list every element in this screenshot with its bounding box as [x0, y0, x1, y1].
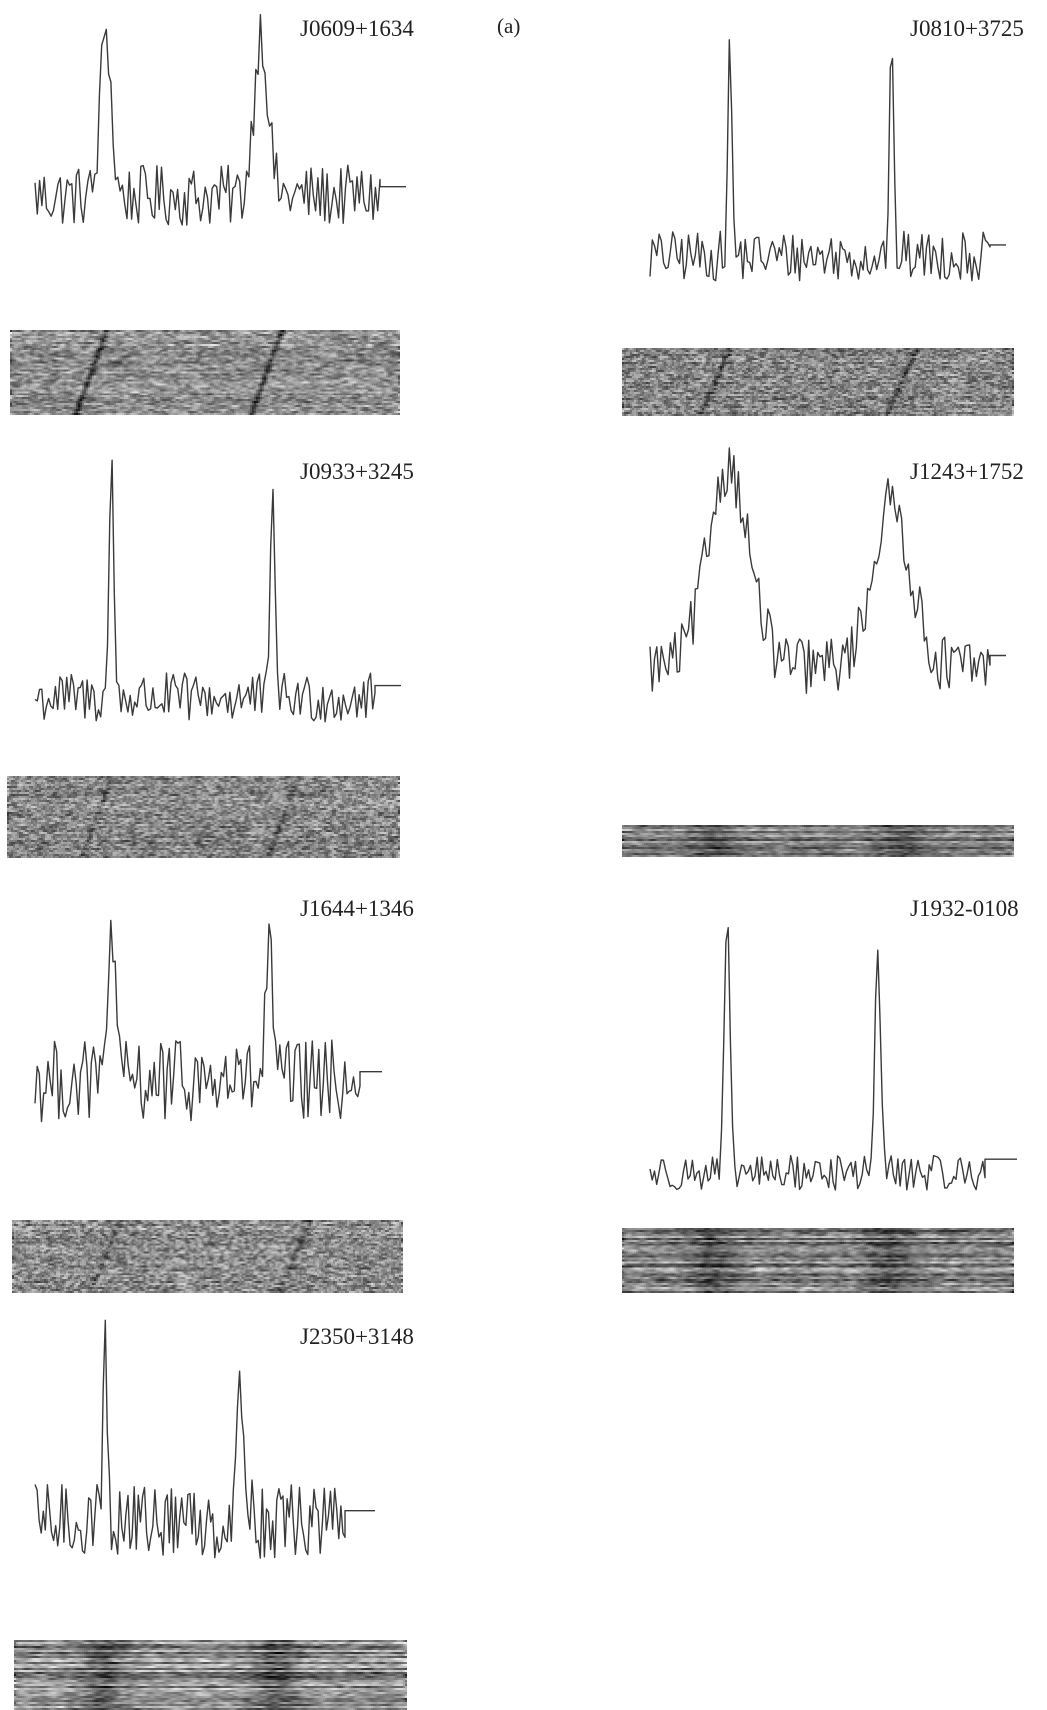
profile-series-line — [649, 447, 1006, 694]
profile-series-line — [34, 919, 382, 1123]
pulse-profile-line — [34, 459, 401, 723]
pulsar-name-label: J0609+1634 — [300, 16, 414, 41]
profile-series-line — [34, 459, 401, 723]
pulsar-name-label: J2350+3148 — [300, 1324, 414, 1349]
pulse-profile-line — [649, 927, 1017, 1191]
pulse-profile-line — [34, 919, 382, 1123]
pulsar-name-label: J1243+1752 — [910, 459, 1024, 484]
pulsar-name-label: J0810+3725 — [910, 16, 1024, 41]
pulse-profile-line — [34, 1319, 375, 1559]
pulse-profile-line — [649, 447, 1006, 694]
pulsar-name-label: J0933+3245 — [300, 459, 414, 484]
pulse-profile-line — [34, 13, 406, 226]
pulse-profile-line — [649, 39, 1006, 282]
profile-series-line — [34, 13, 406, 226]
pulsar-name-label: J1932-0108 — [910, 896, 1019, 921]
waterfall-image — [7, 776, 400, 858]
profile-series-line — [649, 927, 1017, 1191]
waterfall-image — [622, 825, 1014, 857]
waterfall-image — [622, 1228, 1014, 1293]
waterfall-image — [12, 1220, 403, 1293]
profile-series-line — [649, 39, 1006, 282]
pulsar-name-label: J1644+1346 — [300, 896, 414, 921]
waterfall-image — [14, 1640, 407, 1710]
waterfall-image — [622, 348, 1014, 416]
profile-series-line — [34, 1319, 375, 1559]
waterfall-image — [10, 330, 400, 415]
panel-label: (a) — [497, 14, 521, 38]
